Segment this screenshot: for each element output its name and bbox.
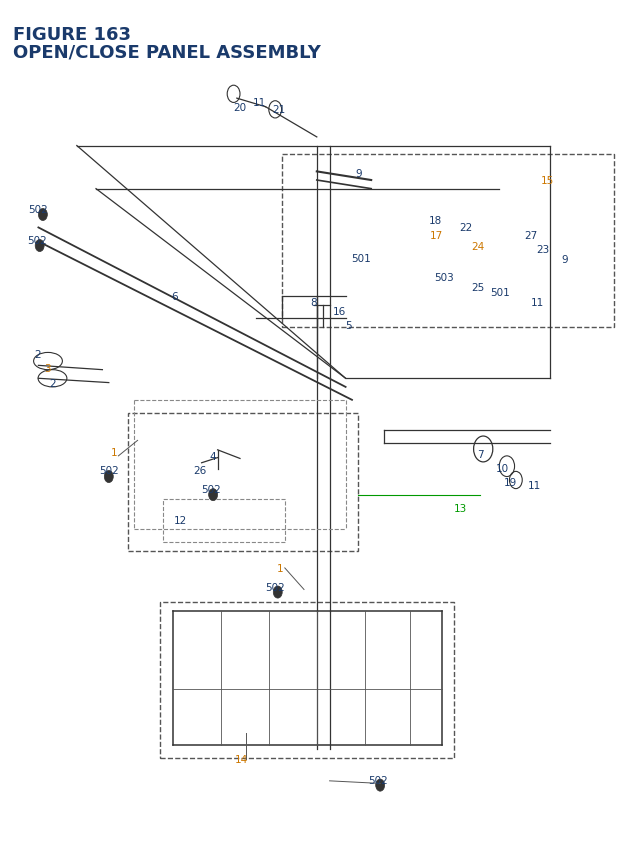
Text: 3: 3 — [44, 363, 51, 374]
Text: OPEN/CLOSE PANEL ASSEMBLY: OPEN/CLOSE PANEL ASSEMBLY — [13, 43, 321, 61]
Text: 1: 1 — [277, 563, 284, 573]
Text: 11: 11 — [528, 480, 541, 491]
Text: 10: 10 — [496, 463, 509, 474]
Text: 2: 2 — [34, 350, 40, 360]
Text: 22: 22 — [460, 222, 472, 232]
Text: 14: 14 — [236, 754, 248, 765]
Text: 5: 5 — [345, 320, 351, 331]
Text: 6: 6 — [171, 291, 177, 301]
Text: 502: 502 — [99, 465, 118, 475]
Text: 25: 25 — [471, 282, 484, 293]
Text: 501: 501 — [351, 253, 371, 263]
Text: 502: 502 — [28, 236, 47, 246]
Text: 501: 501 — [491, 288, 510, 298]
Circle shape — [376, 779, 385, 791]
Text: 8: 8 — [310, 298, 317, 308]
Text: 4: 4 — [209, 451, 216, 461]
Text: 503: 503 — [435, 272, 454, 282]
Text: 19: 19 — [504, 477, 517, 487]
Text: 16: 16 — [333, 307, 346, 317]
Text: 11: 11 — [253, 98, 266, 108]
Text: 2: 2 — [49, 378, 56, 388]
Text: 502: 502 — [266, 582, 285, 592]
Text: 18: 18 — [429, 215, 442, 226]
Text: 7: 7 — [477, 449, 483, 460]
Text: 26: 26 — [193, 465, 206, 475]
Text: 9: 9 — [561, 255, 568, 265]
Text: 12: 12 — [174, 515, 187, 525]
Text: 13: 13 — [454, 503, 467, 513]
Text: 27: 27 — [525, 231, 538, 241]
Circle shape — [35, 240, 44, 252]
Text: 21: 21 — [272, 105, 285, 115]
Text: 24: 24 — [471, 241, 484, 251]
Text: 23: 23 — [536, 245, 549, 255]
Text: 502: 502 — [368, 775, 387, 785]
Text: 11: 11 — [531, 298, 544, 308]
Circle shape — [209, 489, 218, 501]
Text: 17: 17 — [430, 231, 443, 241]
Circle shape — [38, 209, 47, 221]
Text: 20: 20 — [234, 102, 246, 113]
Text: 9: 9 — [355, 169, 362, 179]
Text: FIGURE 163: FIGURE 163 — [13, 26, 131, 44]
Text: 502: 502 — [29, 205, 48, 215]
Circle shape — [273, 586, 282, 598]
Text: 15: 15 — [541, 176, 554, 186]
Text: 1: 1 — [111, 448, 117, 458]
Text: 502: 502 — [202, 484, 221, 494]
Circle shape — [104, 471, 113, 483]
